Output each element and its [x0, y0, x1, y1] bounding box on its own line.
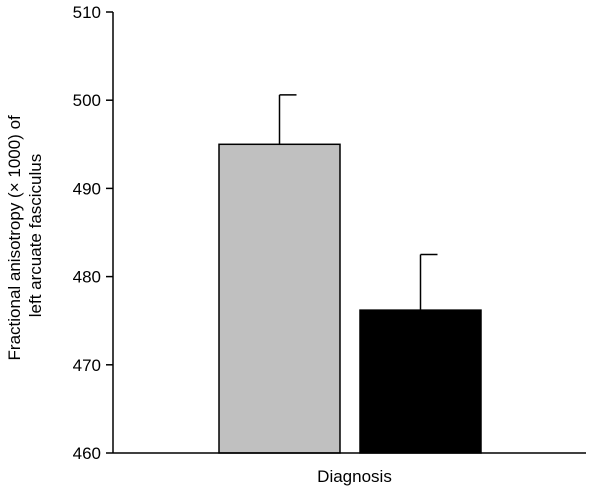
y-axis-title: Fractional anisotropy (× 1000) of left a…	[5, 111, 45, 361]
x-axis-title: Diagnosis	[317, 467, 392, 486]
bar	[218, 143, 341, 454]
y-axis-title-line-1: Fractional anisotropy (× 1000) of	[5, 115, 24, 360]
y-tick-label: 480	[73, 268, 101, 287]
bar	[359, 309, 482, 454]
bars	[218, 94, 482, 454]
y-tick-label: 490	[73, 179, 101, 198]
y-tick-label: 510	[73, 3, 101, 22]
y-tick-label: 500	[73, 91, 101, 110]
y-axis-title-line-2: left arcuate fasciculus	[26, 154, 45, 317]
y-tick-label: 460	[73, 444, 101, 463]
y-tick-label: 470	[73, 356, 101, 375]
y-axis: 460 470 480 490 500 510	[73, 3, 114, 463]
